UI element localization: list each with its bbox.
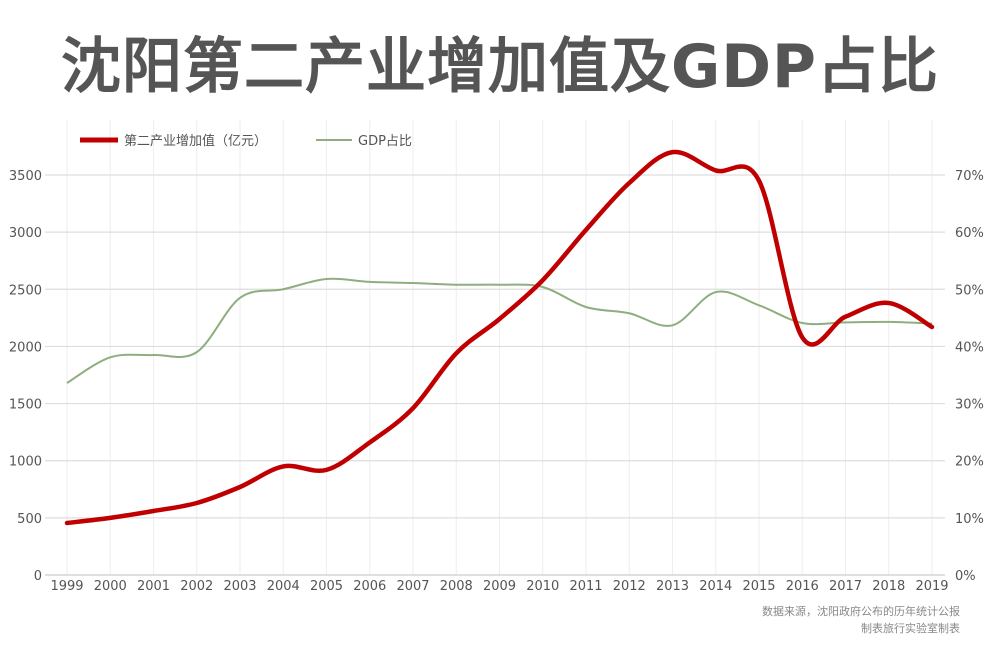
x-tick-label: 2008 xyxy=(440,579,473,594)
y-right-tick-label: 20% xyxy=(955,455,984,470)
y-right-tick-label: 0% xyxy=(955,569,976,584)
legend-label-gdp-share: GDP占比 xyxy=(358,134,412,149)
y-left-tick-label: 3500 xyxy=(9,169,42,184)
x-tick-label: 2009 xyxy=(483,579,516,594)
y-right-tick-label: 10% xyxy=(955,512,984,527)
x-tick-label: 2006 xyxy=(353,579,386,594)
y-left-tick-label: 500 xyxy=(17,512,42,527)
x-tick-label: 2016 xyxy=(786,579,819,594)
series-line-gdp-share xyxy=(66,277,933,384)
x-tick-label: 2001 xyxy=(137,579,170,594)
y-left-tick-label: 2000 xyxy=(9,340,42,355)
x-tick-label: 2015 xyxy=(742,579,775,594)
y-right-tick-label: 60% xyxy=(955,226,984,241)
x-tick-label: 2019 xyxy=(915,579,948,594)
x-tick-label: 2003 xyxy=(223,579,256,594)
x-tick-label: 2002 xyxy=(180,579,213,594)
chart-title: 沈阳第二产业增加值及GDP占比 xyxy=(60,32,940,102)
credit-note: 制表旅行实验室制表 xyxy=(861,622,960,635)
y-right-tick-label: 70% xyxy=(955,169,984,184)
x-tick-label: 2011 xyxy=(569,579,602,594)
y-right-tick-label: 30% xyxy=(955,398,984,413)
x-tick-label: 2007 xyxy=(396,579,429,594)
x-tick-label: 2010 xyxy=(526,579,559,594)
y-left-tick-label: 3000 xyxy=(9,226,42,241)
x-tick-label: 2017 xyxy=(829,579,862,594)
series-line-secondary-industry xyxy=(64,149,935,526)
source-note: 数据来源，沈阳政府公布的历年统计公报 xyxy=(762,605,960,618)
y-right-tick-label: 40% xyxy=(955,340,984,355)
legend-label-secondary-industry: 第二产业增加值（亿元） xyxy=(124,133,267,149)
x-tick-label: 2012 xyxy=(613,579,646,594)
y-left-tick-label: 1000 xyxy=(9,455,42,470)
y-right-tick-label: 50% xyxy=(955,283,984,298)
x-tick-label: 2005 xyxy=(310,579,343,594)
x-tick-label: 2013 xyxy=(656,579,689,594)
y-left-tick-label: 0 xyxy=(34,569,42,584)
x-tick-label: 2018 xyxy=(872,579,905,594)
x-tick-label: 2000 xyxy=(94,579,127,594)
x-tick-label: 2014 xyxy=(699,579,732,594)
x-tick-label: 1999 xyxy=(50,579,83,594)
y-left-tick-label: 1500 xyxy=(9,398,42,413)
y-left-tick-label: 2500 xyxy=(9,283,42,298)
x-tick-label: 2004 xyxy=(267,579,300,594)
